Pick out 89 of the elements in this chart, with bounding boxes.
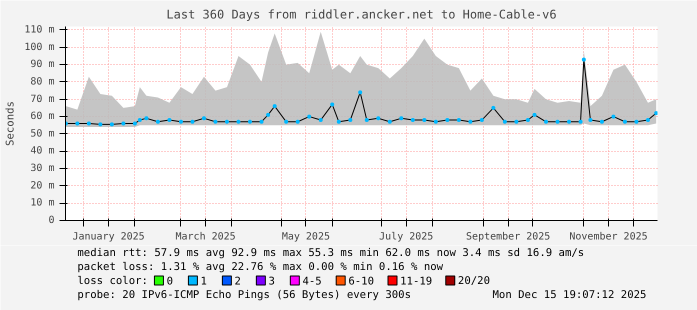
point	[399, 116, 404, 120]
point	[75, 122, 80, 126]
point	[468, 120, 472, 124]
legend-label: 1	[200, 274, 207, 288]
point	[178, 120, 183, 124]
point	[434, 120, 438, 124]
point	[410, 118, 415, 122]
point	[526, 118, 530, 122]
y-tick-label: 90 m	[30, 59, 55, 70]
point	[213, 120, 218, 124]
legend-label: 11-19	[400, 274, 432, 288]
y-tick-label: 0	[48, 215, 55, 226]
point	[138, 118, 142, 122]
legend-title: loss color:	[77, 274, 148, 287]
point	[121, 122, 126, 126]
point	[445, 118, 450, 122]
y-tick-label: 40 m	[30, 146, 55, 157]
x-tick-label: May 2025	[282, 232, 330, 242]
point	[544, 120, 548, 124]
legend-label: 20/20	[458, 274, 490, 287]
y-tick-label: 100 m	[24, 42, 55, 53]
point	[532, 112, 536, 117]
point	[358, 90, 362, 94]
point	[588, 118, 592, 122]
point	[224, 120, 229, 124]
text: Mon Dec 15 19:07:12 2025	[492, 288, 646, 301]
point	[202, 116, 206, 120]
y-tick-label: 80 m	[30, 76, 55, 88]
y-axis-title: Seconds	[3, 101, 16, 146]
point	[348, 118, 352, 122]
point	[514, 120, 518, 124]
point	[634, 120, 638, 124]
point	[98, 122, 102, 126]
point	[502, 120, 507, 124]
point	[336, 120, 341, 124]
legend-label: 2	[234, 274, 241, 288]
legend-label: 3	[268, 274, 275, 288]
point	[491, 106, 496, 110]
point	[422, 118, 426, 122]
y-tick-label: 10 m	[30, 198, 55, 209]
y-tick-label: 20 m	[30, 180, 55, 192]
point	[272, 104, 277, 108]
point	[646, 118, 650, 122]
point	[364, 118, 369, 122]
point	[388, 120, 392, 124]
y-tick-label: 30 m	[30, 163, 55, 174]
y-tick-label: 50 m	[30, 128, 55, 140]
point	[167, 118, 172, 122]
point	[266, 112, 270, 117]
text: packet loss: 1.31 % avg 22.76 % max 0.00 % min 0.16 % now	[77, 260, 444, 273]
point	[582, 58, 586, 62]
point	[654, 111, 658, 116]
x-tick-label: March 2025	[176, 232, 236, 242]
x-tick-label: July 2025	[379, 232, 434, 242]
point	[248, 120, 252, 124]
point	[144, 116, 148, 120]
x-tick-label: November 2025	[569, 232, 648, 242]
point	[578, 120, 583, 124]
legend-label: 6-10	[348, 274, 374, 288]
point	[86, 122, 91, 126]
point	[330, 102, 334, 106]
text: probe: 20 IPv6-ICMP Echo Pings (56 Bytes) every 300s	[77, 288, 412, 301]
legend-label: 4-5	[302, 274, 322, 288]
point	[307, 114, 312, 119]
point	[156, 120, 160, 124]
legend-label: 0	[166, 274, 173, 288]
point	[260, 120, 264, 124]
point	[132, 122, 137, 126]
point	[376, 116, 380, 120]
y-tick-label: 110 m	[24, 24, 55, 36]
point	[480, 118, 484, 122]
text: median rtt: 57.9 ms avg 92.9 ms max 55.3 ms min 62.0 ms now 3.4 ms sd 16.9 am/s	[77, 246, 584, 259]
point	[318, 118, 323, 122]
point	[556, 120, 560, 124]
point	[622, 120, 627, 124]
y-tick-label: 60 m	[30, 111, 55, 122]
point	[567, 120, 572, 124]
point	[611, 114, 616, 119]
point	[236, 120, 240, 124]
point	[456, 118, 461, 122]
chart-title: Last 360 Days from riddler.ancker.net to Home-Cable-v6	[166, 8, 557, 22]
point	[284, 120, 288, 124]
x-tick-label: January 2025	[72, 232, 145, 242]
point	[110, 122, 114, 126]
x-tick-label: September 2025	[466, 232, 550, 242]
point	[600, 120, 604, 124]
point	[190, 120, 194, 124]
point	[296, 120, 300, 124]
y-tick-label: 70 m	[30, 94, 55, 105]
